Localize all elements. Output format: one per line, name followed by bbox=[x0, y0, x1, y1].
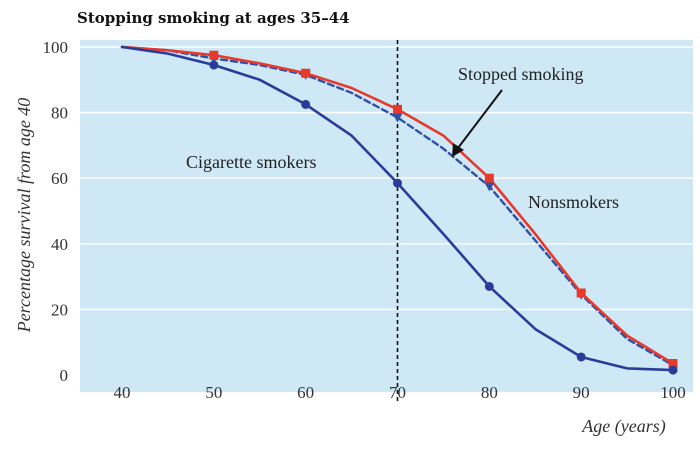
marker-layer bbox=[208, 50, 678, 375]
cigarette-smokers-label: Cigarette smokers bbox=[186, 152, 316, 172]
tick-labels: 0 20 40 60 80 100 40 50 60 70 80 90 100 bbox=[43, 38, 686, 402]
stopped-smoking-label: Stopped smoking bbox=[458, 64, 584, 84]
nonsmokers-marker-100 bbox=[668, 359, 678, 369]
smokers-marker-60 bbox=[301, 99, 311, 109]
x-tick-90: 90 bbox=[573, 383, 590, 402]
y-tick-100: 100 bbox=[43, 38, 69, 57]
smokers-marker-50 bbox=[209, 60, 219, 70]
stopped-smoking-arrow bbox=[452, 89, 503, 157]
nonsmokers-marker-60 bbox=[301, 68, 311, 78]
x-tick-50: 50 bbox=[205, 383, 222, 402]
x-tick-60: 60 bbox=[297, 383, 314, 402]
smokers-marker-90 bbox=[576, 352, 586, 362]
smokers-marker-80 bbox=[484, 281, 494, 291]
nonsmokers-marker-50 bbox=[209, 50, 219, 60]
x-tick-100: 100 bbox=[660, 383, 686, 402]
y-tick-40: 40 bbox=[51, 235, 68, 254]
chart-title: Stopping smoking at ages 35–44 bbox=[77, 9, 350, 27]
smokers-marker-100 bbox=[668, 365, 678, 375]
y-tick-80: 80 bbox=[51, 104, 68, 123]
stopped-marker-80 bbox=[484, 182, 495, 192]
y-axis-label: Percentage survival from age 40 bbox=[14, 98, 34, 334]
y-tick-60: 60 bbox=[51, 169, 68, 188]
nonsmokers-label: Nonsmokers bbox=[528, 192, 619, 212]
y-tick-0: 0 bbox=[60, 366, 69, 385]
gridlines bbox=[80, 46, 693, 311]
plot-background bbox=[80, 40, 693, 392]
stopped-marker-70 bbox=[392, 113, 403, 123]
smokers-marker-70 bbox=[393, 178, 402, 188]
x-tick-70: 70 bbox=[389, 383, 406, 402]
x-tick-80: 80 bbox=[481, 383, 498, 402]
x-axis-label: Age (years) bbox=[581, 416, 665, 437]
nonsmokers-marker-80 bbox=[484, 173, 494, 183]
nonsmokers-marker-70 bbox=[393, 104, 402, 114]
y-tick-20: 20 bbox=[51, 300, 68, 319]
nonsmokers-marker-90 bbox=[576, 288, 586, 298]
x-tick-40: 40 bbox=[114, 383, 131, 402]
